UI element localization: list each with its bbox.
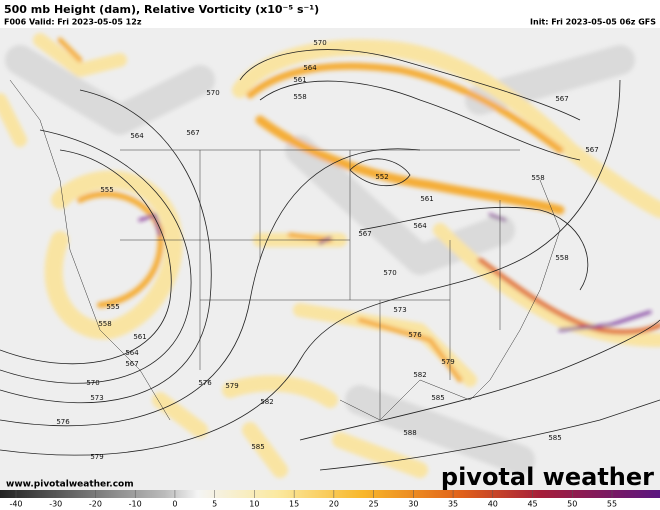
contour-label: 570	[313, 39, 326, 47]
contour-label: 582	[413, 371, 426, 379]
contour-label: 570	[383, 269, 396, 277]
colorbar-tick-label: 10	[249, 500, 259, 509]
colorbar	[0, 490, 660, 498]
contour-label: 573	[90, 394, 103, 402]
contour-label: 585	[431, 394, 444, 402]
contour-label: 558	[98, 320, 111, 328]
colorbar-tick-label: 40	[488, 500, 498, 509]
contour-label: 564	[125, 349, 139, 357]
contour-label: 576	[56, 418, 70, 426]
contour-label: 579	[225, 382, 238, 390]
contour-label: 558	[293, 93, 306, 101]
contour-label: 567	[555, 95, 568, 103]
contour-label: 567	[125, 360, 138, 368]
contour-label: 573	[393, 306, 406, 314]
contour-label: 567	[186, 129, 199, 137]
contour-label: 561	[420, 195, 433, 203]
init-time: Init: Fri 2023-05-05 06z GFS	[530, 18, 656, 27]
colorbar-tick-label: 15	[289, 500, 299, 509]
contour-label: 561	[293, 76, 306, 84]
colorbar-tick-label: 20	[329, 500, 339, 509]
contour-label: 570	[86, 379, 99, 387]
contour-label: 588	[403, 429, 416, 437]
brand: pivotal weather	[441, 463, 654, 491]
contour-label: 558	[555, 254, 568, 262]
contour-label: 555	[100, 186, 113, 194]
contour-label: 567	[585, 146, 598, 154]
colorbar-tick-label: -10	[129, 500, 142, 509]
colorbar-tick-label: -40	[9, 500, 22, 509]
contour-label: 585	[251, 443, 264, 451]
contour-label: 576	[198, 379, 212, 387]
colorbar-tick-label: 0	[172, 500, 177, 509]
contour-label: 579	[441, 358, 454, 366]
colorbar-tick-label: 5	[212, 500, 217, 509]
colorbar-tick-label: -30	[49, 500, 62, 509]
contour-label: 585	[548, 434, 561, 442]
valid-time: F006 Valid: Fri 2023-05-05 12z	[4, 18, 142, 27]
contour-label: 570	[206, 89, 219, 97]
colorbar-tick-label: 50	[567, 500, 577, 509]
height-contours	[0, 49, 660, 471]
contour-label: 564	[303, 64, 317, 72]
colorbar-tick-label: 55	[607, 500, 617, 509]
contour-label: 555	[106, 303, 119, 311]
contour-label: 582	[260, 398, 273, 406]
colorbar-tick-label: 30	[408, 500, 418, 509]
contour-labels: 570 564 561 558 570 567 564 555 567 564 561 552 558 5…	[56, 39, 598, 461]
contour-label: 567	[358, 230, 371, 238]
contour-label: 564	[413, 222, 427, 230]
colorbar-tick-label: -20	[89, 500, 102, 509]
colorbar-ticks: -40 -30 -20 -10 0 5 10 15 20 25 30 35 40 45 50 55	[9, 490, 617, 509]
map-title: 500 mb Height (dam), Relative Vorticity …	[4, 3, 319, 16]
contour-label: 579	[90, 453, 103, 461]
site-url: www.pivotalweather.com	[6, 480, 134, 490]
contour-label: 558	[531, 174, 544, 182]
contour-label: 576	[408, 331, 422, 339]
colorbar-tick-label: 35	[448, 500, 458, 509]
colorbar-tick-label: 25	[369, 500, 379, 509]
borders	[9, 79, 561, 421]
contour-label: 564	[130, 132, 144, 140]
contour-label: 552	[375, 173, 388, 181]
map-area: 570 564 561 558 570 567 564 555 567 564 561 552 558 5…	[0, 28, 660, 491]
contour-label: 561	[133, 333, 146, 341]
colorbar-tick-label: 45	[527, 500, 537, 509]
